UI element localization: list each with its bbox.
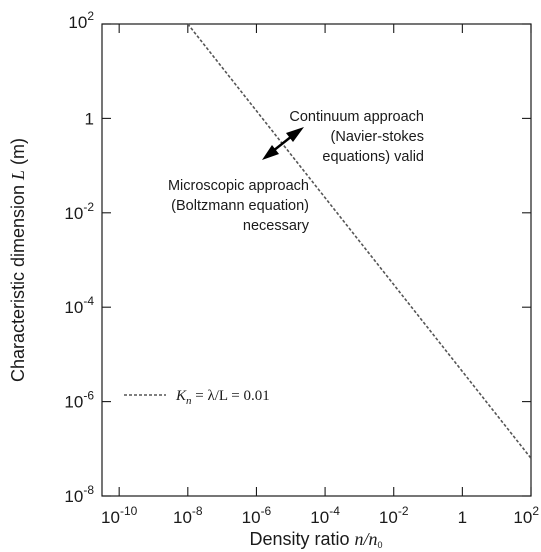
legend-label: Kn = λ/L = 0.01 [175, 388, 270, 407]
region-boundary-arrow [262, 127, 304, 160]
x-axis-title: Density ratio n/n0 [249, 529, 382, 550]
y-tick-label: 10-6 [64, 389, 94, 412]
continuum-annotation: Continuum approach (Navier-stokes equati… [289, 109, 424, 165]
x-tick-label: 1 [458, 508, 467, 527]
microscopic-annotation: Microscopic approach (Boltzmann equation… [168, 178, 310, 234]
y-tick-label: 1 [85, 109, 94, 128]
y-tick-label: 102 [68, 9, 94, 32]
x-tick-label: 10-8 [173, 504, 203, 527]
x-tick-label: 102 [513, 504, 539, 527]
plot-frame [101, 23, 532, 497]
continuum-line-1: Continuum approach [289, 109, 424, 125]
continuum-line-2: (Navier-stokes [331, 129, 424, 145]
y-tick-label: 10-2 [64, 200, 94, 223]
legend: Kn = λ/L = 0.01 [124, 388, 270, 407]
microscopic-line-2: (Boltzmann equation) [171, 198, 309, 214]
microscopic-line-3: necessary [243, 218, 310, 234]
x-axis-ticks: 10-10 10-8 10-6 10-4 10-2 1 102 [101, 24, 539, 527]
y-axis-ticks: 10-8 10-6 10-4 10-2 1 102 [64, 9, 531, 506]
x-tick-label: 10-2 [379, 504, 409, 527]
y-axis-title: Characteristic dimension L (m) [8, 138, 28, 382]
y-tick-label: 10-4 [64, 294, 94, 317]
x-tick-label: 10-6 [242, 504, 272, 527]
y-tick-label: 10-8 [64, 483, 94, 506]
x-tick-label: 10-10 [101, 504, 138, 527]
kn-series-line [187, 23, 532, 459]
x-tick-label: 10-4 [310, 504, 340, 527]
continuum-line-3: equations) valid [322, 149, 424, 165]
microscopic-line-1: Microscopic approach [168, 178, 309, 194]
